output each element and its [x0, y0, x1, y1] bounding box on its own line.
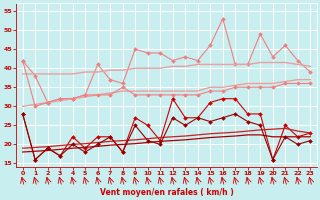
X-axis label: Vent moyen/en rafales ( km/h ): Vent moyen/en rafales ( km/h ) [100, 188, 233, 197]
